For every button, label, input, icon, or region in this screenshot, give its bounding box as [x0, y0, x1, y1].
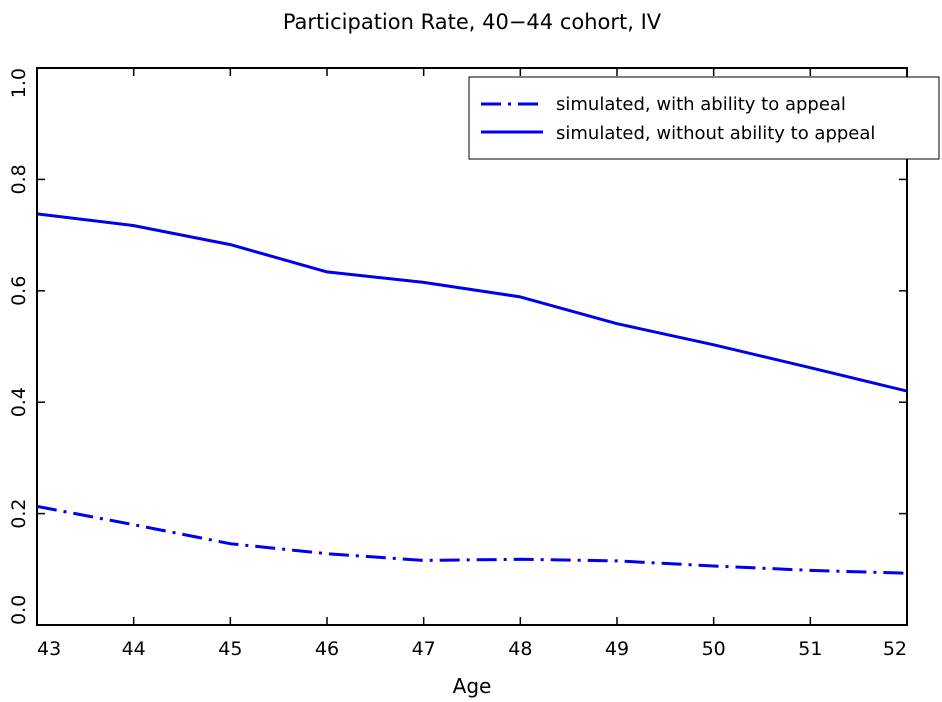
chart-title: Participation Rate, 40−44 cohort, IV — [283, 10, 662, 34]
legend-label-without-appeal: simulated, without ability to appeal — [556, 123, 875, 144]
y-tick-label: 1.0 — [8, 68, 30, 98]
y-tick-label: 0.8 — [8, 164, 30, 194]
y-tick-label: 0.4 — [8, 387, 30, 417]
x-tick-label: 47 — [412, 638, 436, 660]
plot-frame — [36, 67, 908, 626]
x-tick-label: 49 — [605, 638, 629, 660]
x-tick-label: 48 — [508, 638, 532, 660]
series-line-with-appeal — [36, 504, 908, 575]
y-tick-label: 0.0 — [8, 595, 30, 625]
legend-box — [468, 76, 940, 160]
series-line-without-appeal — [36, 212, 908, 393]
x-tick-label: 46 — [315, 638, 339, 660]
y-tick-label: 0.6 — [8, 276, 30, 306]
x-tick-label: 50 — [702, 638, 726, 660]
x-tick-label: 51 — [798, 638, 822, 660]
y-tick-label: 0.2 — [8, 498, 30, 528]
series-layer — [36, 212, 908, 575]
legend: simulated, with ability to appeal simula… — [468, 76, 940, 160]
x-tick-label: 52 — [883, 638, 907, 660]
legend-label-with-appeal: simulated, with ability to appeal — [556, 94, 846, 115]
x-tick-label: 43 — [37, 638, 61, 660]
x-axis-label: Age — [453, 674, 492, 698]
x-tick-label: 44 — [122, 638, 146, 660]
x-axis: 43 44 45 46 47 48 49 50 51 52 — [36, 68, 908, 660]
y-axis: 0.0 0.2 0.4 0.6 0.8 1.0 — [8, 67, 907, 626]
x-tick-label: 45 — [218, 638, 242, 660]
